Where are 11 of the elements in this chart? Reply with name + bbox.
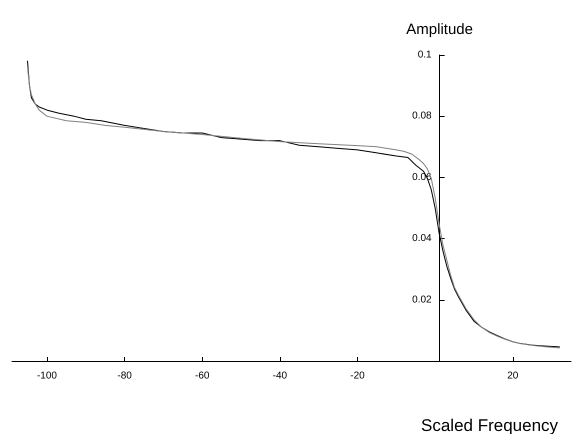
x-tick-label: 20 (507, 370, 519, 382)
x-tick-label: -100 (36, 370, 58, 382)
y-axis-title: Amplitude (406, 21, 473, 38)
x-tick-label: -60 (194, 370, 210, 382)
y-tick-label: 0.02 (412, 294, 432, 306)
y-tick-label: 0.1 (418, 50, 432, 60)
x-tick-label: -80 (117, 370, 132, 382)
x-tick-label: -40 (272, 370, 288, 382)
y-tick-label: 0.08 (412, 110, 432, 122)
x-tick-label: -20 (350, 370, 366, 382)
y-tick-label: 0.04 (412, 233, 432, 244)
